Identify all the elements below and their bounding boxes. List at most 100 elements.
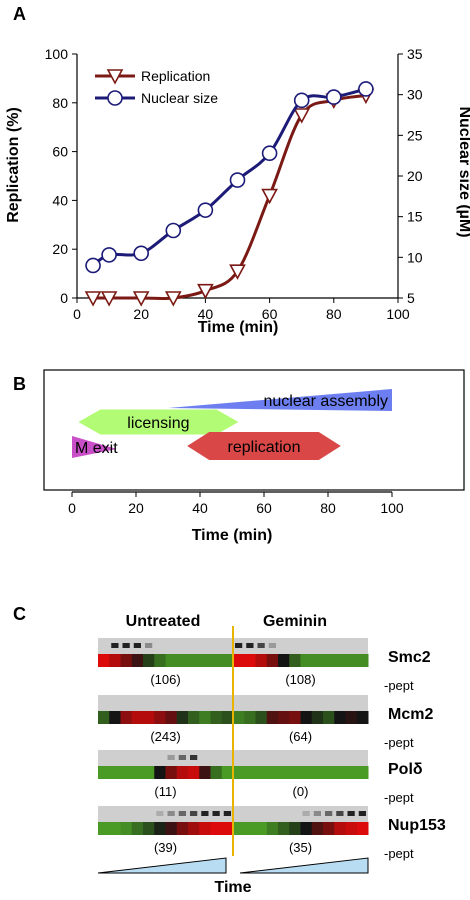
blot-band — [145, 643, 153, 648]
x-tick-label: 100 — [386, 306, 410, 322]
nuclear-assembly-phase-label: nuclear assembly — [264, 393, 389, 410]
heatmap-cell — [188, 654, 200, 667]
timeline-frame — [43, 369, 465, 491]
x-tick-label: 60 — [262, 306, 278, 322]
blot-gel-strip — [98, 638, 233, 654]
y-left-tick-label: 20 — [52, 241, 68, 257]
blot-band — [358, 811, 366, 816]
heatmap-cell — [334, 822, 346, 835]
legend-marker-replication — [106, 69, 124, 85]
heatmap-cell — [221, 766, 234, 779]
nuclear-size-point — [197, 202, 214, 218]
heatmap-cell — [98, 822, 110, 835]
y-right-tick-label: 15 — [407, 209, 423, 225]
heatmap-cell — [300, 766, 313, 779]
m-exit-phase-label: M exit — [75, 440, 118, 457]
nuclear-size-point — [133, 245, 149, 262]
blot-band — [235, 643, 243, 648]
heatmap-cell — [98, 766, 110, 779]
peptide-count: (108) — [285, 672, 315, 687]
panel-b: B nuclear assembly licensing M exit replica… — [13, 369, 465, 544]
nuclear-size-point — [101, 247, 117, 263]
heatmap-cell — [154, 822, 166, 835]
replication-point — [293, 108, 311, 124]
heatmap-cell — [356, 822, 369, 835]
peptide-count: (39) — [154, 840, 177, 855]
timeline-tick-label: 80 — [320, 500, 336, 516]
blot-gel-strip — [98, 750, 233, 766]
y-axis-left-title: Replication (%) — [5, 107, 22, 223]
heatmap-cell — [199, 822, 211, 835]
heatmap-cell — [244, 766, 256, 779]
panel-a: A 0 20 40 60 80 1000204060801005101520253035R… — [5, 4, 470, 336]
heatmap-cell — [323, 654, 335, 667]
replication-point — [100, 291, 118, 307]
heatmap-cell — [176, 711, 189, 724]
y-axis-right-title: Nuclear size (µM) — [456, 106, 470, 237]
nuclear-size-point — [85, 257, 101, 274]
blot-gel-strip — [233, 806, 368, 822]
peptide-count: (11) — [154, 784, 176, 799]
protein-name: Nup153 — [388, 817, 446, 834]
heatmap-cell — [165, 822, 178, 835]
heatmap-cell — [210, 711, 223, 724]
blot-band — [201, 811, 209, 816]
blot-mcm2: (243) (64) Mcm2 -pept — [98, 695, 433, 750]
peptide-count: (106) — [150, 672, 180, 687]
blot-band — [167, 811, 175, 816]
heatmap-cell — [233, 822, 245, 835]
heatmap-cell — [199, 711, 211, 724]
y-right-tick-label: 20 — [407, 168, 423, 184]
blot-gel-strip — [98, 806, 233, 822]
heatmap-cell — [278, 711, 290, 724]
peptide-count: (243) — [150, 729, 180, 744]
protein-pept-label: -pept — [384, 735, 414, 750]
replication-point — [229, 264, 246, 280]
heatmap-cell — [221, 822, 234, 835]
blot-gel-strip — [233, 750, 368, 766]
heatmap-cell — [109, 711, 121, 724]
heatmap-cell — [131, 766, 144, 779]
heatmap-cell — [233, 766, 245, 779]
heatmap-cell — [289, 711, 301, 724]
heatmap-cell — [143, 711, 155, 724]
heatmap-cell — [311, 711, 324, 724]
heatmap-cell — [300, 822, 313, 835]
heatmap-cell — [266, 711, 279, 724]
heatmap-cell — [176, 766, 189, 779]
heatmap-cell — [221, 654, 234, 667]
heatmap-cell — [334, 766, 346, 779]
blot-band — [167, 755, 175, 760]
timeline-tick-label: 60 — [256, 500, 272, 516]
heatmap-cell — [165, 711, 178, 724]
protein-pept-label: -pept — [384, 846, 414, 861]
y-right-tick-label: 5 — [407, 290, 415, 306]
timeline-tick-label: 100 — [380, 500, 404, 516]
condition-untreated: Untreated — [126, 613, 201, 630]
peptide-count: (64) — [289, 729, 312, 744]
heatmap-cell — [120, 822, 133, 835]
heatmap-cell — [143, 766, 155, 779]
heatmap-cell — [311, 822, 324, 835]
heatmap-cell — [221, 711, 234, 724]
protein-name: Mcm2 — [388, 706, 433, 723]
panel-a-label: A — [13, 4, 26, 24]
heatmap-cell — [266, 822, 279, 835]
heatmap-cell — [255, 822, 268, 835]
y-right-tick-label: 35 — [407, 46, 423, 62]
heatmap-cell — [345, 822, 358, 835]
heatmap-cell — [210, 654, 223, 667]
heatmap-cell — [255, 766, 268, 779]
blot-band — [223, 811, 231, 816]
heatmap-cell — [300, 711, 313, 724]
protein-pept-label: -pept — [384, 678, 414, 693]
nuclear-size-point — [325, 89, 342, 105]
heatmap-cell — [244, 822, 256, 835]
heatmap-cell — [334, 711, 346, 724]
y-left-tick-label: 100 — [45, 46, 69, 62]
heatmap-cell — [356, 654, 369, 667]
peptide-count: (35) — [289, 840, 312, 855]
heatmap-cell — [165, 654, 178, 667]
blot-band — [178, 811, 186, 816]
